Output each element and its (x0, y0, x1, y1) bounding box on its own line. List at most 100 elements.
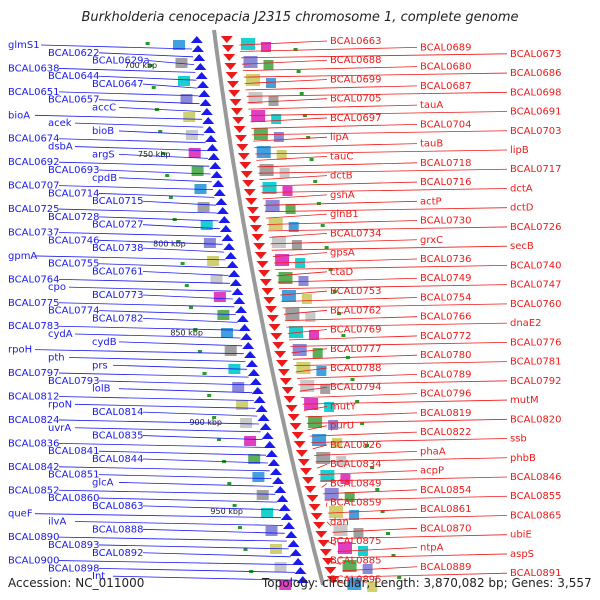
reverse-gene-arrow (299, 468, 312, 475)
forward-gene-label: cydA (48, 329, 73, 340)
forward-gene-label: cpdB (92, 173, 117, 184)
forward-gene-label: BCAL0715 (92, 196, 144, 207)
feature-band (173, 40, 185, 50)
reverse-gene-label: gshA (330, 190, 355, 201)
reverse-gene-label: BCAL0875 (330, 536, 382, 547)
forward-gene-leader (98, 263, 227, 269)
reverse-gene-label: BCAL0766 (420, 312, 472, 323)
forward-gene-label: BCAL0841 (48, 446, 100, 457)
feature-band (344, 492, 355, 502)
reverse-gene-label: tauA (420, 100, 443, 111)
feature-band (333, 524, 348, 536)
forward-gene-leader (58, 185, 214, 190)
reverse-gene-label: BCAL0861 (420, 504, 472, 515)
tick-mark (355, 400, 360, 403)
reverse-gene-leader (308, 425, 328, 431)
forward-gene-label: BCAL0851 (48, 470, 100, 481)
reverse-gene-label: ntpA (420, 543, 444, 554)
feature-band (271, 236, 286, 248)
reverse-gene-arrow (236, 144, 249, 151)
reverse-gene-label: dctD (510, 203, 534, 214)
tick-mark (151, 86, 156, 89)
forward-gene-leader (142, 552, 291, 558)
forward-gene-leader (98, 99, 200, 105)
forward-gene-leader (142, 435, 263, 440)
reverse-gene-label: phaA (420, 446, 446, 457)
reverse-gene-label: gpsA (330, 248, 355, 259)
forward-gene-label: rpoN (48, 399, 72, 410)
feature-band (281, 290, 296, 302)
reverse-gene-arrow (243, 189, 256, 196)
forward-gene-label: BCAL0657 (48, 95, 100, 106)
reverse-gene-leader (246, 91, 508, 97)
reverse-gene-leader (259, 175, 328, 180)
reverse-gene-leader (257, 162, 418, 168)
reverse-gene-leader (302, 399, 508, 405)
reverse-gene-arrow (259, 279, 272, 286)
reverse-gene-arrow (239, 162, 252, 169)
forward-gene-label: BCAL0755 (48, 259, 100, 270)
feature-band (274, 562, 287, 572)
reverse-gene-leader (329, 515, 508, 520)
forward-gene-arrow (229, 279, 242, 286)
reverse-gene-label: BCAL0891 (510, 568, 562, 579)
forward-gene-arrow (276, 495, 289, 502)
reverse-gene-leader (327, 508, 418, 514)
reverse-gene-label: BCAL0726 (510, 222, 562, 233)
reverse-gene-label: BCAL0794 (330, 382, 382, 393)
forward-gene-leader (98, 75, 197, 81)
forward-gene-arrow (216, 207, 229, 214)
reverse-gene-leader (239, 40, 328, 46)
forward-gene-arrow (242, 342, 255, 349)
forward-gene-leader (98, 450, 267, 456)
reverse-gene-leader (255, 149, 508, 155)
forward-gene-arrow (267, 459, 280, 466)
forward-gene-arrow (213, 189, 226, 196)
reverse-gene-leader (285, 316, 418, 322)
reverse-gene-arrow (281, 387, 294, 394)
reverse-gene-leader (272, 252, 328, 257)
forward-gene-label: rpoH (8, 345, 32, 356)
forward-gene-leader (118, 341, 243, 347)
tick-mark (238, 526, 242, 529)
tick-mark (380, 510, 385, 513)
reverse-gene-arrow (249, 225, 262, 232)
forward-gene-label: BCAL0647 (92, 79, 144, 90)
reverse-gene-label: BCAL0687 (420, 81, 472, 92)
forward-gene-arrow (196, 81, 209, 88)
feature-band (197, 202, 210, 212)
reverse-gene-arrow (268, 324, 281, 331)
reverse-gene-label: ubiE (510, 530, 532, 541)
reverse-gene-label: BCAL0686 (510, 68, 562, 79)
tick-mark (197, 350, 202, 353)
tick-mark (180, 262, 185, 265)
reverse-gene-label: BCAL0792 (510, 376, 562, 387)
forward-gene-label: BCAL0824 (8, 415, 60, 426)
forward-gene-leader (68, 286, 232, 292)
forward-gene-leader (118, 153, 209, 159)
reverse-gene-arrow (313, 522, 326, 529)
forward-gene-arrow (261, 432, 274, 439)
reverse-gene-arrow (306, 495, 319, 502)
forward-gene-label: bioA (8, 110, 30, 121)
feature-band (300, 380, 315, 392)
chromosome-backbone (212, 29, 326, 586)
scale-label: 800 kbp (153, 239, 186, 248)
reverse-gene-label: BCAL0819 (420, 408, 472, 419)
reverse-gene-label: BCAL0673 (510, 49, 562, 60)
tick-mark (299, 92, 304, 95)
reverse-gene-leader (280, 290, 328, 296)
forward-gene-leader (58, 161, 210, 167)
reverse-gene-leader (241, 59, 328, 65)
forward-gene-label: BCAL0860 (48, 493, 100, 504)
forward-gene-leader (142, 505, 280, 511)
forward-gene-leader (98, 310, 236, 315)
feature-band (309, 330, 319, 340)
forward-gene-arrow (253, 396, 266, 403)
reverse-gene-label: BCAL0754 (420, 292, 472, 303)
forward-gene-leader (98, 239, 223, 245)
feature-band (244, 436, 257, 446)
reverse-gene-arrow (220, 36, 233, 43)
reverse-gene-label: secB (510, 241, 534, 252)
